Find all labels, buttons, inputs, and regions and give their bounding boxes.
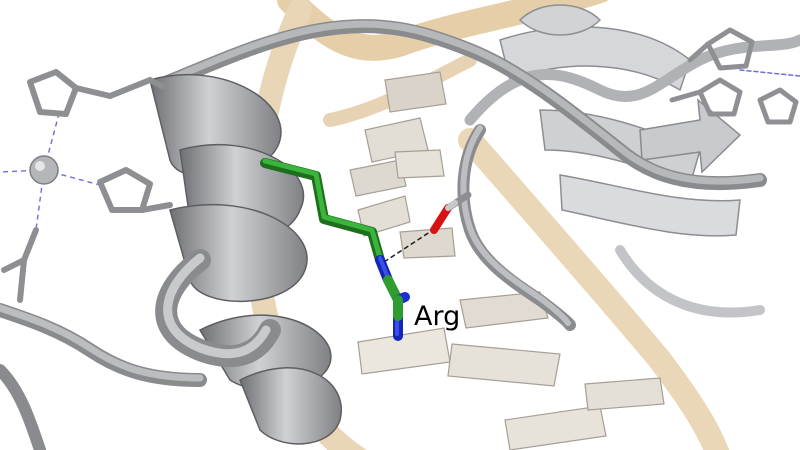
base-plate <box>399 227 456 259</box>
dna-base-pairs <box>349 71 665 450</box>
base-plate <box>384 71 447 113</box>
histidine-side-chains <box>1 69 173 303</box>
base-plate <box>357 327 451 375</box>
coil-segment-highlight <box>0 304 204 382</box>
contact-residue <box>430 191 472 234</box>
base-plate <box>349 159 407 197</box>
residue-label-arg: Arg <box>414 301 461 332</box>
base-plate <box>584 377 665 411</box>
helix-turn <box>169 203 308 303</box>
helix-turn <box>239 367 343 445</box>
dna-backbone-strand <box>458 128 730 450</box>
metal-ion <box>29 155 59 185</box>
base-plate <box>447 343 561 387</box>
helix-ribbon-highlight <box>163 253 271 359</box>
side-chains-right <box>669 27 800 125</box>
carbon-chain-highlight <box>262 158 383 261</box>
metal-coordination-site <box>0 69 173 303</box>
coil-segment-highlight <box>460 125 571 326</box>
hydrogen-bond <box>383 227 437 263</box>
protein-loop-coil <box>0 19 767 450</box>
base-plate <box>504 405 607 450</box>
protein-alpha-helix <box>149 74 343 445</box>
protein-helix-small <box>518 4 602 36</box>
coil-segment-highlight <box>156 20 764 185</box>
base-plate <box>394 149 445 179</box>
coil-segment <box>0 364 46 450</box>
arginine-side-chain <box>260 158 410 341</box>
base-plate <box>459 291 549 329</box>
protein-sheet <box>559 174 741 237</box>
protein-sheet-arrow <box>639 98 742 174</box>
protein-coil <box>615 245 765 318</box>
